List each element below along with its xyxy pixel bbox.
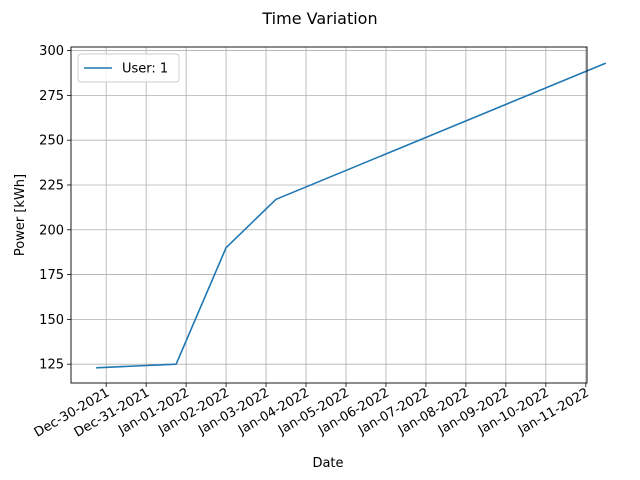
grid [71, 47, 587, 383]
y-tick-label: 125 [39, 358, 64, 373]
plot-frame [70, 46, 588, 384]
x-axis-label: Date [312, 456, 343, 471]
chart-title: Time Variation [261, 9, 377, 28]
series-layer [96, 62, 607, 369]
y-axis-label: Power [kWh] [13, 174, 28, 256]
y-tick-label: 275 [39, 89, 64, 104]
y-tick-label: 300 [39, 44, 64, 59]
y-tick-label: 175 [39, 268, 64, 283]
legend: User: 1 [77, 53, 180, 83]
series-line [96, 62, 607, 369]
y-tick-label: 225 [39, 178, 64, 193]
y-tick-label: 150 [39, 313, 64, 328]
y-axis: 125 150 175 200 225 250 275 300 [39, 44, 71, 373]
y-tick-label: 200 [39, 223, 64, 238]
x-axis: Dec-30-2021Dec-31-2021Jan-01-2022Jan-02-… [32, 383, 592, 441]
legend-box [77, 53, 180, 83]
legend-entry: User: 1 [122, 62, 168, 77]
y-tick-label: 250 [39, 134, 64, 149]
